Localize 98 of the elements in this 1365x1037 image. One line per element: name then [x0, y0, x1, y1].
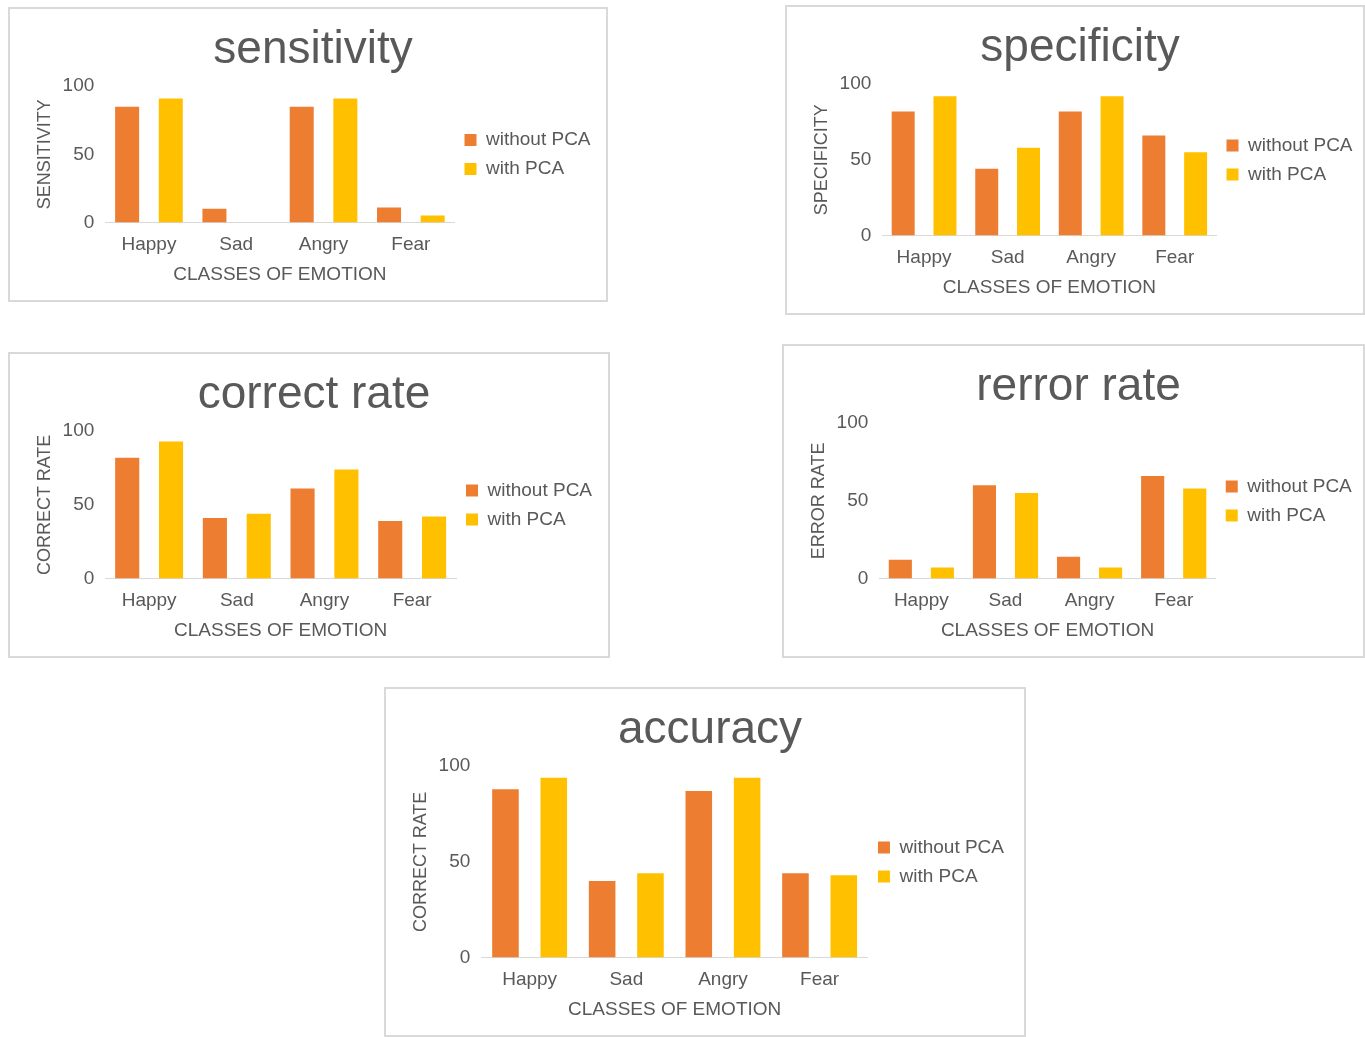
bar [290, 488, 315, 579]
legend-label: with PCA [485, 157, 565, 179]
y-axis-title: CORRECT RATE [409, 791, 430, 932]
bar [377, 207, 402, 223]
y-tick-label: 50 [449, 850, 471, 872]
x-tick-label: Happy [893, 589, 950, 611]
bar [830, 875, 858, 958]
chart-title: correct rate [197, 366, 431, 419]
y-tick-label: 100 [438, 754, 471, 776]
bar [1017, 147, 1040, 236]
y-axis-title: CORRECT RATE [33, 434, 54, 575]
x-tick-label: Fear [392, 589, 433, 611]
bar [1100, 96, 1124, 236]
bar [202, 518, 227, 579]
bar [888, 559, 912, 579]
y-tick-label: 100 [839, 72, 872, 94]
x-axis-title: CLASSES OF EMOTION [940, 618, 1155, 640]
x-axis-title: CLASSES OF EMOTION [942, 275, 1157, 297]
bar [975, 168, 999, 236]
bar [1142, 135, 1166, 236]
legend-label: without PCA [898, 835, 1005, 857]
bar [685, 791, 713, 958]
y-tick-label: 50 [847, 489, 869, 511]
legend-label: without PCA [486, 478, 593, 500]
bar [334, 469, 359, 579]
bar [1183, 488, 1207, 579]
legend-label: with PCA [1247, 162, 1327, 184]
bar [1184, 152, 1208, 236]
y-tick-label: 0 [83, 210, 95, 232]
bar [1099, 567, 1123, 579]
legend-label: with PCA [1246, 503, 1326, 525]
bar [1014, 493, 1039, 579]
bar [782, 873, 809, 958]
y-tick-label: 0 [860, 223, 872, 245]
bar [333, 98, 358, 223]
x-tick-label: Sad [219, 589, 254, 611]
bar [202, 208, 227, 223]
y-axis-title: SPECIFICITY [810, 104, 831, 216]
bar [930, 567, 954, 579]
legend-label: without PCA [1246, 474, 1353, 496]
x-tick-label: Angry [1066, 246, 1117, 268]
chart-title: rerror rate [976, 358, 1181, 411]
y-tick-label: 50 [850, 148, 872, 170]
y-axis-title: ERROR RATE [807, 442, 828, 560]
y-tick-label: 0 [83, 566, 95, 588]
y-tick-label: 50 [73, 142, 95, 164]
bar [588, 880, 616, 958]
y-tick-label: 0 [857, 566, 869, 588]
x-tick-label: Angry [298, 233, 349, 255]
y-axis-title: SENSITIVITY [33, 99, 54, 210]
x-axis-title: CLASSES OF EMOTION [173, 262, 387, 284]
x-tick-label: Sad [990, 246, 1025, 268]
x-axis-title: CLASSES OF EMOTION [567, 997, 782, 1019]
x-tick-label: Happy [121, 589, 178, 611]
y-tick-label: 50 [73, 493, 95, 515]
legend-label: with PCA [898, 864, 978, 886]
bar [933, 96, 957, 236]
x-tick-label: Fear [1155, 246, 1195, 268]
y-tick-label: 100 [62, 419, 95, 441]
bar [246, 513, 271, 579]
x-tick-label: Sad [988, 589, 1023, 611]
bar [1056, 556, 1081, 579]
bar [378, 520, 403, 579]
legend-label: without PCA [1247, 133, 1353, 155]
legend-label: with PCA [486, 507, 566, 529]
chart-title: accuracy [617, 701, 803, 754]
bar [422, 516, 447, 579]
bar [540, 777, 568, 958]
bar [1141, 475, 1165, 579]
x-tick-label: Fear [391, 233, 432, 255]
x-tick-label: Happy [896, 246, 953, 268]
bar [158, 98, 183, 223]
bar [115, 106, 140, 223]
bar [733, 777, 761, 958]
bar [289, 106, 314, 223]
x-tick-label: Sad [219, 233, 254, 255]
legend-label: without PCA [485, 128, 591, 150]
x-tick-label: Happy [121, 233, 177, 255]
y-tick-label: 100 [62, 74, 95, 96]
y-tick-label: 100 [836, 411, 869, 433]
bar [637, 873, 664, 958]
bar [972, 485, 997, 579]
x-tick-label: Angry [299, 589, 350, 611]
x-tick-label: Angry [1064, 589, 1115, 611]
x-tick-label: Fear [800, 968, 840, 990]
x-tick-label: Sad [609, 968, 644, 990]
x-tick-label: Fear [1154, 589, 1194, 611]
x-tick-label: Happy [502, 968, 558, 990]
y-tick-label: 0 [459, 945, 471, 967]
bar [159, 441, 184, 579]
bar [1058, 111, 1082, 236]
chart-title: sensitivity [213, 21, 413, 74]
bar [115, 457, 140, 579]
bar [492, 789, 519, 958]
x-axis-title: CLASSES OF EMOTION [174, 618, 388, 640]
x-tick-label: Angry [698, 968, 749, 990]
bar [891, 111, 915, 236]
chart-title: specificity [980, 19, 1180, 72]
